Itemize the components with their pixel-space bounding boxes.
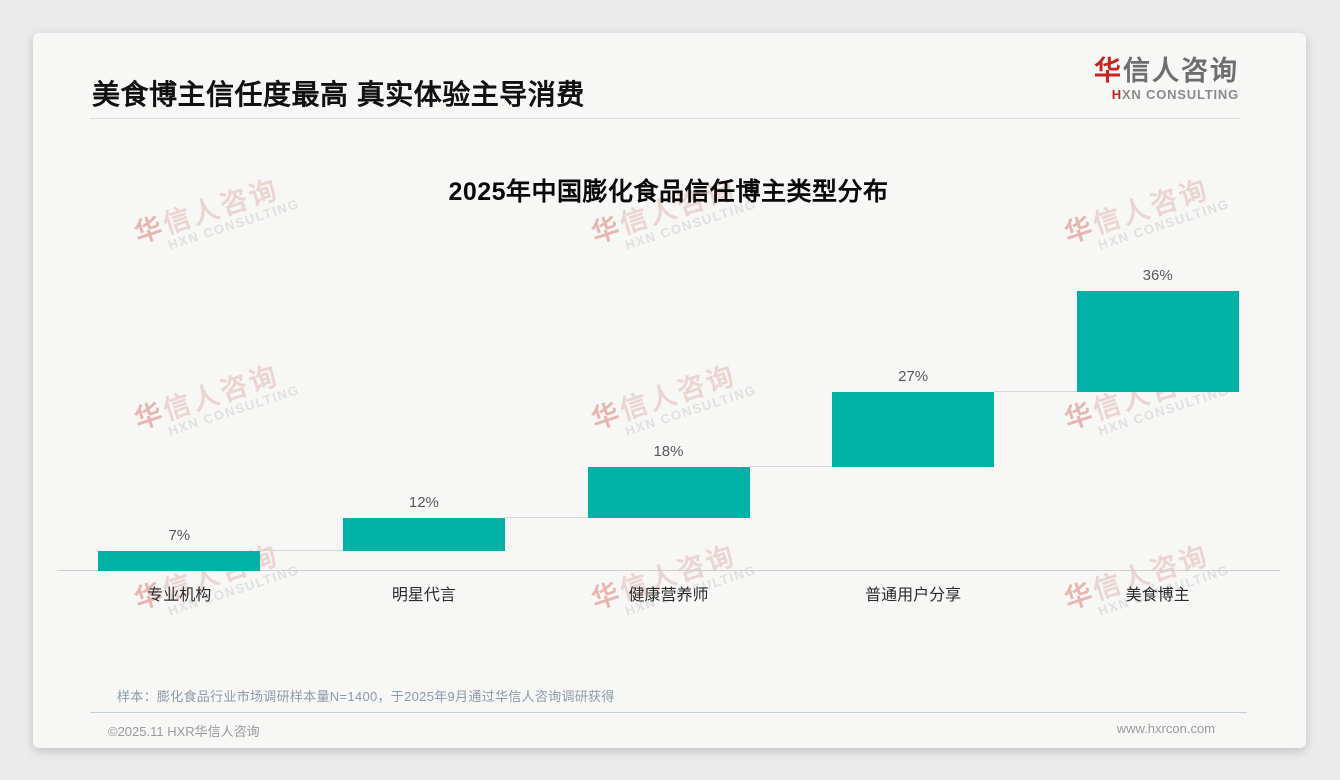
value-label: 36% <box>1142 267 1173 284</box>
website-url: www.hxrcon.com <box>1116 721 1215 736</box>
waterfall-connector <box>994 390 1077 392</box>
logo-en-rest: XN CONSULTING <box>1121 86 1239 102</box>
header-divider <box>90 118 1240 119</box>
value-label: 12% <box>408 493 439 511</box>
value-label: 7% <box>168 527 191 545</box>
waterfall-connector <box>749 466 833 468</box>
bar-美食博主 <box>1076 291 1239 392</box>
footer-divider <box>90 712 1247 713</box>
waterfall-connector <box>504 516 588 518</box>
category-label: 普通用户分享 <box>865 587 962 604</box>
category-label: 健康营养师 <box>628 587 709 604</box>
category-label: 美食博主 <box>1125 587 1190 604</box>
waterfall-connector <box>260 550 343 552</box>
bar-专业机构 <box>98 551 261 571</box>
company-logo: 华信人咨询 HXN CONSULTING <box>1094 56 1239 102</box>
page-title: 美食博主信任度最高 真实体验主导消费 <box>92 79 585 110</box>
chart-title: 2025年中国膨化食品信任博主类型分布 <box>448 178 889 206</box>
sample-note: 样本：膨化食品行业市场调研样本量N=1400，于2025年9月通过华信人咨询调研… <box>117 689 615 704</box>
bar-普通用户分享 <box>832 391 995 468</box>
logo-cn-highlight: 华 <box>1094 56 1123 86</box>
logo-en-highlight: H <box>1111 86 1122 102</box>
category-label: 专业机构 <box>147 587 212 604</box>
logo-en-line: HXN CONSULTING <box>1094 86 1239 102</box>
bar-健康营养师 <box>587 467 750 518</box>
x-axis-line <box>57 570 1280 571</box>
bar-明星代言 <box>342 517 505 552</box>
value-label: 27% <box>898 367 929 385</box>
waterfall-chart-plot-area: 7% 专业机构 12% 明星代言 18% 健康营养师 27% 普通用户分享 36% 美食博主 <box>57 191 1280 604</box>
copyright-text: ©2025.11 HXR华信人咨询 <box>108 724 260 739</box>
value-label: 18% <box>653 443 684 461</box>
report-card: 华信人咨询 HXN CONSULTING 华信人咨询 HXN CONSULTIN… <box>33 33 1306 748</box>
logo-cn-line: 华信人咨询 <box>1094 56 1239 87</box>
category-label: 明星代言 <box>391 587 456 604</box>
logo-cn-rest: 信人咨询 <box>1123 56 1239 86</box>
